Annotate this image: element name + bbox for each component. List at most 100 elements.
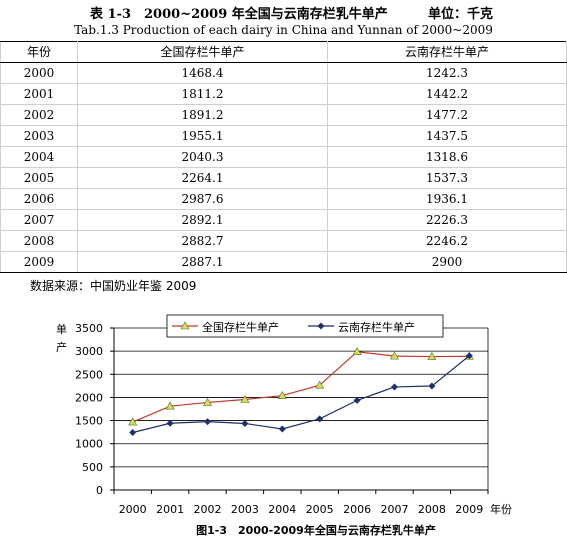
cell-yunnan: 2226.3 [327, 209, 567, 231]
data-point [278, 425, 286, 433]
cell-china: 2892.1 [77, 209, 328, 231]
x-tick-label: 2008 [418, 503, 446, 516]
cell-china: 2264.1 [77, 167, 328, 189]
header-yunnan: 云南存栏牛单产 [327, 41, 567, 63]
cell-yunnan: 1437.5 [327, 125, 567, 147]
cell-yunnan: 1318.6 [327, 146, 567, 168]
series-1 [129, 352, 473, 436]
table-row: 2003 1955.1 1437.5 [0, 125, 567, 147]
cell-yunnan: 1442.2 [327, 83, 567, 105]
table-row: 2002 1891.2 1477.2 [0, 104, 567, 126]
cell-year: 2000 [0, 62, 78, 84]
data-point [277, 390, 287, 399]
legend-item: 云南存栏牛单产 [308, 320, 415, 334]
cell-china: 1955.1 [77, 125, 328, 147]
x-tick-label: 2004 [268, 503, 296, 516]
series-line [132, 351, 470, 423]
cell-year: 2004 [0, 146, 78, 168]
x-tick-label: 2007 [381, 503, 409, 516]
series-line [132, 355, 470, 434]
cell-china: 2882.7 [77, 230, 328, 252]
x-tick-label: 2000 [119, 503, 147, 516]
table-row: 2005 2264.1 1537.3 [0, 167, 567, 189]
y-tick-label: 1500 [75, 415, 103, 428]
data-point [353, 396, 361, 404]
table-row: 2000 1468.4 1242.3 [0, 62, 567, 84]
y-tick-label: 0 [96, 484, 103, 497]
cell-china: 2887.1 [77, 251, 328, 273]
y-tick-label: 3500 [75, 322, 103, 335]
cell-year: 2005 [0, 167, 78, 189]
production-line-chart: 0 500 1000 1500 2000 2500 3000 3500 2000 2001 2002… [56, 314, 512, 537]
data-point [241, 419, 249, 427]
cell-year: 2009 [0, 251, 78, 273]
data-point [389, 351, 400, 360]
y-tick-label: 500 [82, 461, 103, 474]
y-axis-label-char: 单 [56, 323, 67, 336]
header-year: 年份 [0, 41, 78, 63]
data-point [166, 419, 174, 427]
data-point [128, 417, 138, 426]
y-tick-label: 3000 [75, 345, 103, 358]
table-row: 2009 2887.1 2900 [0, 251, 567, 273]
data-point [240, 394, 250, 403]
legend: 全国存栏牛单产 云南存栏牛单产 [166, 314, 444, 338]
production-table: 年份 全国存栏牛单产 云南存栏牛单产 2000 1468.4 1242.3 2001 1… [0, 41, 567, 273]
data-point [316, 415, 324, 423]
data-point [204, 418, 211, 426]
data-point [315, 380, 325, 389]
data-point [465, 352, 473, 360]
cell-year: 2002 [0, 104, 78, 126]
data-point [165, 401, 175, 410]
x-tick-label: 2009 [455, 503, 483, 516]
x-axis-label: 年份 [490, 502, 512, 516]
table-title: 表 1-3 2000~2009 年全国与云南存栏乳牛单产 [90, 7, 388, 22]
header-china: 全国存栏牛单产 [77, 41, 328, 63]
x-tick-label: 2002 [194, 503, 222, 516]
cell-yunnan: 1242.3 [327, 62, 567, 84]
cell-yunnan: 2246.2 [327, 230, 567, 252]
cell-year: 2008 [0, 230, 78, 252]
table-row: 2006 2987.6 1936.1 [0, 188, 567, 210]
y-tick-label: 1000 [75, 438, 103, 451]
legend-box [166, 314, 444, 338]
chart-caption: 图1-3 2000-2009年全国与云南存栏乳牛单产 [196, 523, 436, 537]
legend-label: 云南存栏牛单产 [338, 320, 415, 334]
cell-china: 2987.6 [77, 188, 328, 210]
data-point [180, 321, 190, 330]
cell-year: 2001 [0, 83, 78, 105]
table-unit: 单位：千克 [428, 7, 494, 22]
table-row: 2008 2882.7 2246.2 [0, 230, 567, 252]
legend-label: 全国存栏牛单产 [202, 320, 279, 334]
table-row: 2004 2040.3 1318.6 [0, 146, 567, 168]
x-tick-label: 2005 [306, 503, 334, 516]
x-tick-label: 2001 [156, 503, 184, 516]
data-point [391, 383, 398, 391]
y-tick-label: 2500 [75, 368, 103, 381]
table-header-row: 年份 全国存栏牛单产 云南存栏牛单产 [0, 41, 567, 63]
cell-china: 1811.2 [77, 83, 328, 105]
cell-year: 2007 [0, 209, 78, 231]
cell-year: 2006 [0, 188, 78, 210]
cell-year: 2003 [0, 125, 78, 147]
series-0 [128, 347, 474, 426]
data-point [352, 347, 362, 356]
table-title-row: 表 1-3 2000~2009 年全国与云南存栏乳牛单产 单位：千克 [0, 0, 567, 22]
data-source-note: 数据来源：中国奶业年鉴 2009 [30, 279, 197, 293]
cell-china: 1468.4 [77, 62, 328, 84]
y-tick-label: 2000 [75, 391, 103, 404]
table-row: 2001 1811.2 1442.2 [0, 83, 567, 105]
data-point [428, 382, 436, 390]
x-tick-label: 2003 [231, 503, 259, 516]
data-point [129, 428, 137, 436]
cell-yunnan: 1537.3 [327, 167, 567, 189]
legend-item: 全国存栏牛单产 [172, 320, 279, 334]
y-axis-label-char: 产 [56, 340, 67, 354]
table-row: 2007 2892.1 2226.3 [0, 209, 567, 231]
table-subtitle: Tab.1.3 Production of each dairy in Chin… [74, 23, 493, 37]
cell-yunnan: 1936.1 [327, 188, 567, 210]
cell-china: 2040.3 [77, 146, 328, 168]
cell-china: 1891.2 [77, 104, 328, 126]
data-point [427, 351, 437, 360]
data-point [317, 322, 325, 330]
